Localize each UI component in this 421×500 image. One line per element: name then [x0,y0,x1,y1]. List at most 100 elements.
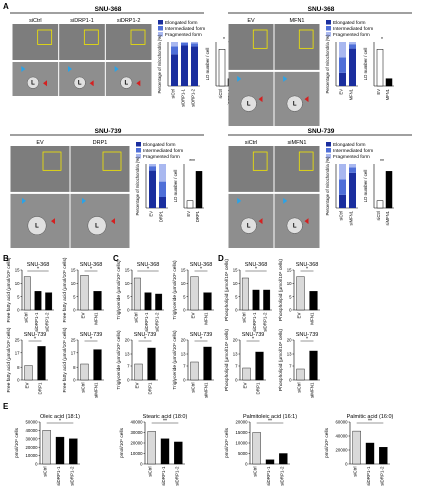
stack-segment [171,54,178,86]
y-tick-label: 0 [35,462,38,467]
stack-ylabel: Percentage of mitochondria (%) [135,156,140,215]
x-tick-label: siDRP1-2 [174,466,179,486]
arrow-red [136,80,141,87]
y-tick-label: 25 [71,338,76,343]
bar [133,277,141,311]
x-tick-label: siCtrl [133,313,138,323]
arrow-blue [283,197,288,204]
legend-swatch [326,26,331,31]
y-tick-label: 10000 [131,451,144,456]
bar [309,291,318,311]
ld-xtick: siMFN1 [385,210,390,225]
x-tick-label: siMFN1 [94,382,99,398]
y-tick-label: 60000 [336,420,349,425]
arrow-red [258,96,263,103]
y-tick-label: 0 [127,378,130,383]
y-tick-label: 20000 [336,448,349,453]
y-tick-label: 40000 [131,420,144,425]
y-tick-label: 0 [73,308,76,313]
y-tick-label: 17 [15,350,20,355]
stack-xtick: EV [149,211,154,217]
bar-chart-c: SNU-739 Triglyceride (µmol/10⁶ cells) 0 7 13… [172,330,214,398]
ld-ylabel: LD number / cell [173,170,178,203]
legend-label: Fragmented form [165,32,202,38]
bar [160,438,170,465]
chart-title: Palmitic acid (16:0) [347,414,394,420]
lipid-droplet-label: L [35,224,39,230]
stack-segment [191,46,198,86]
significance-mark: * [34,337,36,343]
bar [203,346,212,381]
lipid-droplet [286,95,303,112]
x-tick-label: EV [25,383,30,389]
stack-segment [159,197,166,208]
y-tick-label: 10000 [236,441,249,446]
chart-ylabel: pmol/10⁶ cells [119,427,125,458]
x-tick-label: MFN1 [310,312,315,325]
y-tick-label: 15 [287,268,292,273]
significance-mark: * [144,337,146,343]
bar [242,367,251,381]
legend-swatch [136,148,141,153]
chart-title: SNU-739 [80,332,103,338]
x-tick-label: siMFN1 [310,382,315,398]
stack-segment [159,164,166,182]
legend-swatch [326,142,331,147]
stack-segment [349,42,356,45]
y-tick-label: 0 [183,308,186,313]
y-tick-label: 13 [181,352,186,357]
ld-bar [385,78,393,87]
lipid-droplet [286,217,303,234]
chart-title: SNU-368 [296,262,319,268]
chart-title: Oleic acid (18:1) [40,414,80,420]
stack-segment [181,42,188,46]
bar [80,275,89,311]
y-tick-label: 20000 [26,445,39,450]
bar-chart-c: SNU-368 Triglyceride (µmol/10⁶ cells) 0 5 10… [116,260,164,332]
stack-segment [339,164,346,180]
significance-mark: * [200,337,202,343]
y-tick-label: 13 [233,352,238,357]
lipid-droplet-label: L [124,81,128,87]
lipid-droplet [240,217,257,234]
stack-segment [149,164,156,167]
ld-xtick: siCtrl [376,211,381,221]
arrow-blue [68,66,72,72]
chart-title: SNU-368 [137,262,160,268]
stack-segment [339,57,346,73]
y-tick-label: 5 [73,294,76,299]
legend-swatch [326,148,331,153]
significance-mark: ** [380,159,384,165]
panel-letter-b: B [3,254,9,263]
chart-ylabel: Triglyceride (µmol/10⁶ cells) [172,260,178,320]
ld-bar [376,49,384,87]
bar [45,292,53,311]
panel-letter-a: A [3,2,9,11]
significance-mark: * [147,267,149,273]
legend-label: Elongated form [333,20,366,26]
image-label: siMFN1 [288,140,307,146]
cell-line-title: SNU-739 [95,128,122,135]
zoom-box [102,151,122,171]
bar [24,365,33,381]
bar [379,447,388,465]
x-tick-label: siDRP1-1 [56,466,61,486]
y-tick-label: 0 [235,308,238,313]
legend-swatch [326,154,331,159]
bar-chart-e: Palmitoleic acid (16:1) pmol/10⁶ cells 0 50… [224,414,297,486]
legend-label: Elongated form [333,142,366,148]
significance-mark: ** [268,419,272,425]
significance-mark: * [255,267,257,273]
y-tick-label: 20000 [131,441,144,446]
zoom-box [130,29,146,45]
stack-segment [149,166,156,171]
bar [69,438,78,465]
y-tick-label: 10 [15,281,20,286]
stack-xtick: siDRP1-2 [191,88,196,107]
bar-charts: SNU-368 Free fatty acid (µmol/10⁶ cells) 0… [6,257,394,486]
x-tick-label: DRP1 [256,382,261,395]
bar [174,441,183,465]
chart-ylabel: Triglyceride (µmol/10⁶ cells) [116,330,122,390]
arrow-blue [82,197,86,204]
